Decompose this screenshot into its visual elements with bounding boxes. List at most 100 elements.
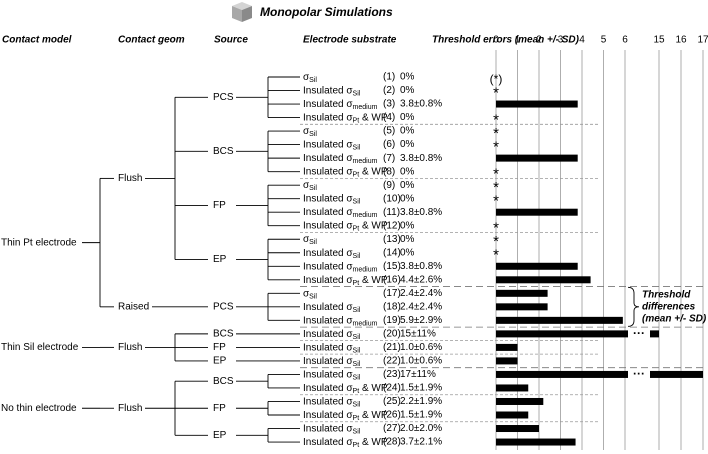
row-id: (15) [383,261,401,272]
substrate-part: Insulated σ [303,410,353,421]
chart-title: Monopolar Simulations [260,5,393,19]
bar [496,154,578,162]
value-label: 3.7±2.1% [400,437,442,448]
bar [496,370,628,378]
grid [495,50,704,450]
bar [496,425,539,433]
substrate-label: Insulated σSil [303,342,361,354]
row-id: (16) [383,274,401,285]
model-label: No thin electrode [1,403,77,414]
value-label: 2.2±1.9% [400,396,442,407]
source-label: BCS [213,376,234,387]
substrate-part: Insulated σ [303,99,353,110]
substrate-part: & WP [359,220,388,231]
bar [496,100,578,108]
row-id: (17) [383,288,401,299]
break-dots: ··· [633,367,645,381]
value-label: 0% [400,234,415,245]
row-id: (3) [383,99,395,110]
row-id: (27) [383,423,401,434]
row-id: (20) [383,329,401,340]
x-tick-label: 2 [536,35,542,46]
zero-marker: * [493,125,499,142]
source-label: FP [213,403,226,414]
substrate-part: Insulated σ [303,193,353,204]
substrate-label: Insulated σPt & WP [303,383,388,395]
bar [496,343,518,351]
substrate-part: Insulated σ [303,329,353,340]
substrate-part: Insulated σ [303,261,353,272]
row-id: (1) [383,72,395,83]
substrate-part: Sil [309,293,317,300]
substrate-label: Insulated σSil [303,369,361,381]
substrate-part: Insulated σ [303,153,353,164]
bar-break [629,328,649,339]
x-tick-label: 3 [558,35,564,46]
substrate-label: Insulated σSil [303,85,361,97]
substrate-label: Insulated σmedium [303,153,378,165]
row-id: (5) [383,126,395,137]
substrate-part: Insulated σ [303,85,353,96]
substrate-part: Insulated σ [303,301,353,312]
geom-label: Raised [118,301,149,312]
substrate-label: Insulated σmedium [303,207,378,219]
substrate-label: Insulated σSil [303,423,361,435]
value-label: 0% [400,180,415,191]
substrate-part: Insulated σ [303,274,353,285]
substrate-label: Insulated σPt & WP [303,410,388,422]
substrate-part: Insulated σ [303,369,353,380]
bar [496,438,576,446]
substrate-label: Insulated σmedium [303,315,378,327]
value-label: 0% [400,193,415,204]
bar [496,316,623,324]
substrate-label: Insulated σPt & WP [303,220,388,232]
substrate-part: Insulated σ [303,315,353,326]
value-label: 0% [400,72,415,83]
annotation: (mean +/- SD) [642,313,707,324]
substrate-part: Pt [353,415,360,422]
substrate-part: Sil [309,77,317,84]
substrate-part: σ [303,126,310,137]
zero-marker: * [493,179,499,196]
substrate-part: Insulated σ [303,383,353,394]
substrate-label: σSil [303,72,317,84]
substrate-part: & WP [359,437,388,448]
value-label: 3.8±0.8% [400,261,442,272]
row-id: (9) [383,180,395,191]
substrate-part: Insulated σ [303,112,353,123]
zero-marker: * [493,193,499,210]
substrate-part: Insulated σ [303,423,353,434]
bar [496,208,578,216]
zero-marker: * [493,84,499,101]
model-label: Thin Sil electrode [1,342,79,353]
value-label: 0% [400,85,415,96]
row-id: (6) [383,139,395,150]
substrate-part: Sil [353,307,361,314]
substrate-part: σ [303,234,310,245]
substrate-label: σSil [303,288,317,300]
zero-marker: (*) [490,72,503,86]
substrate-label: Insulated σSil [303,301,361,313]
substrate-part: Sil [353,401,361,408]
geom-label: Flush [118,403,142,414]
bar [496,357,518,365]
substrate-part: Pt [353,388,360,395]
row-id: (25) [383,396,401,407]
substrate-part: & WP [359,166,388,177]
value-label: 17±11% [400,369,436,380]
substrate-label: Insulated σSil [303,396,361,408]
row-id: (13) [383,234,401,245]
value-label: 1.0±0.6% [400,342,442,353]
row-id: (19) [383,315,401,326]
bar [496,289,548,297]
substrate-part: Sil [353,253,361,260]
value-label: 3.8±0.8% [400,153,442,164]
zero-marker: * [493,112,499,129]
x-tick-label: 0 [493,35,499,46]
substrate-label: Insulated σSil [303,139,361,151]
model-label: Thin Pt electrode [1,237,77,248]
substrate-part: Pt [353,171,360,178]
value-label: 3.8±0.8% [400,207,442,218]
